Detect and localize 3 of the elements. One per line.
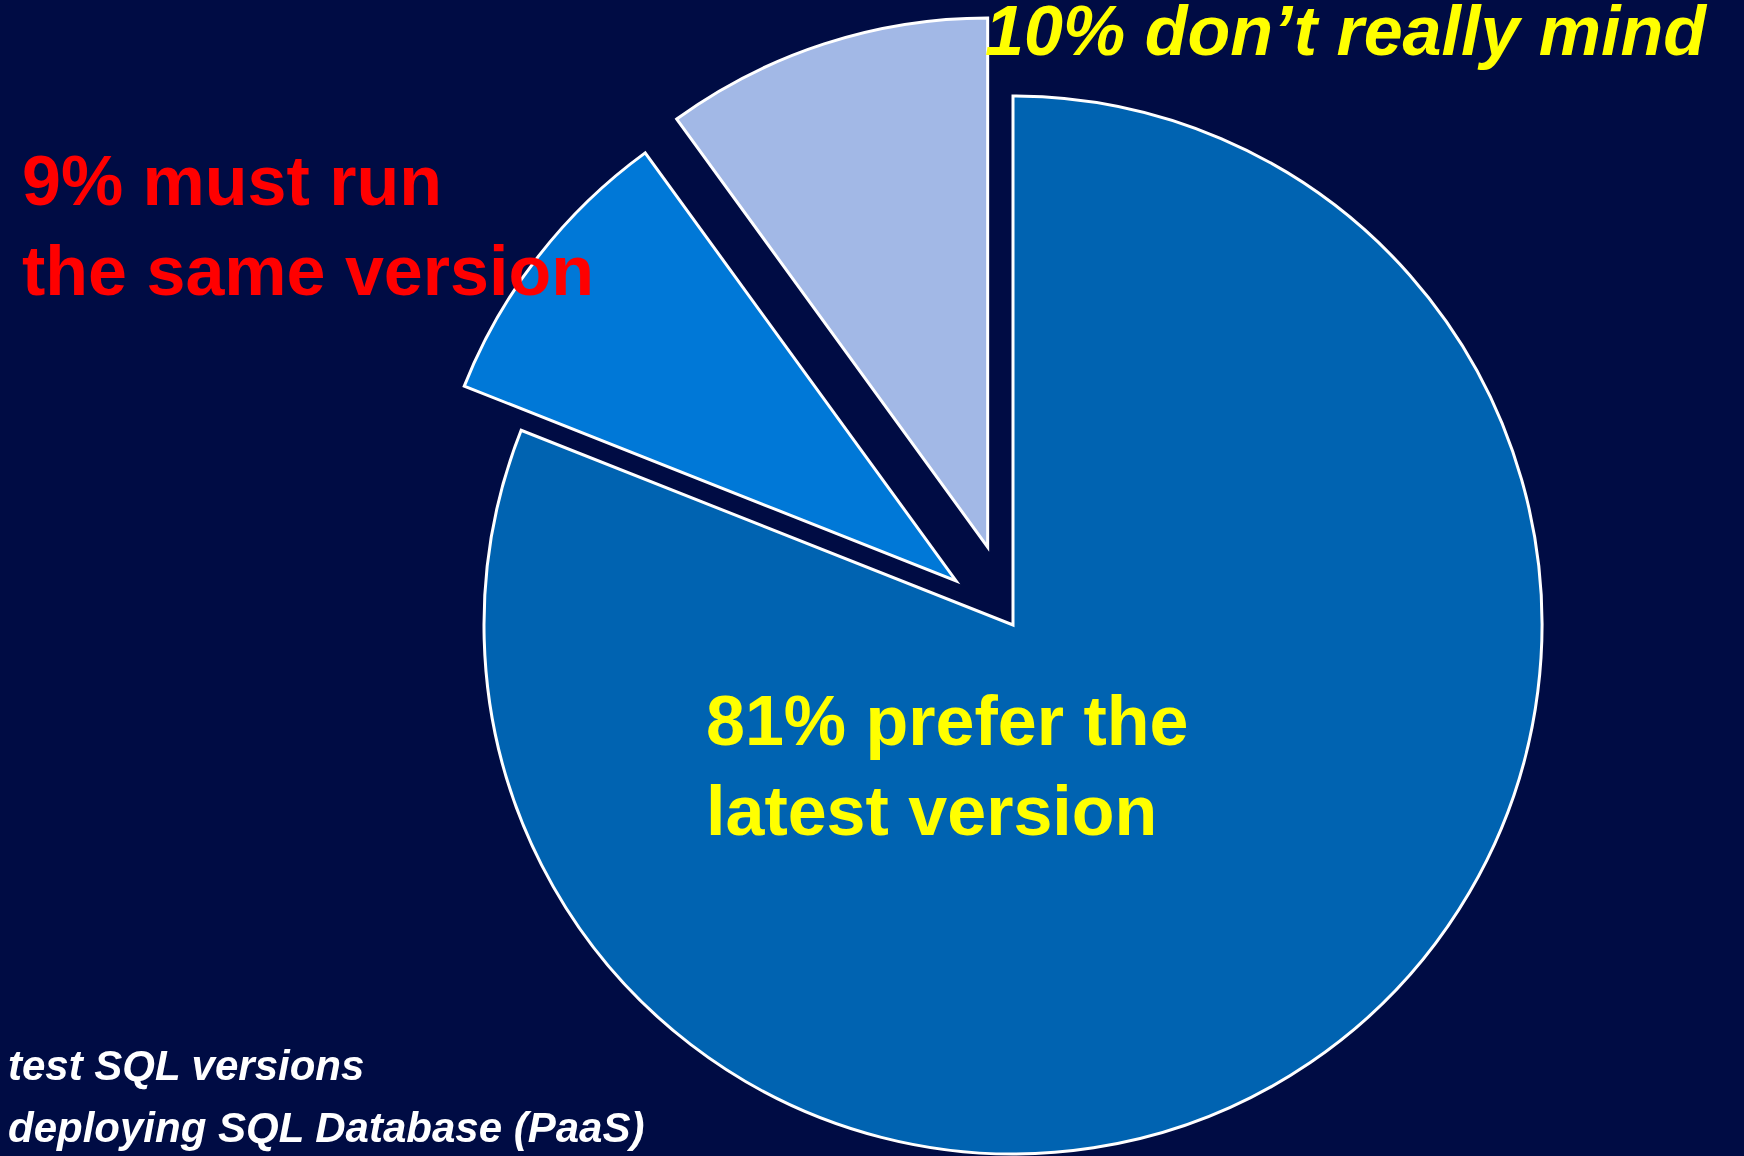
slice-label: 81% prefer the latest version bbox=[706, 682, 1189, 850]
text: deploying SQL Database (PaaS) bbox=[8, 1104, 645, 1152]
text: test SQL versions bbox=[8, 1042, 365, 1090]
